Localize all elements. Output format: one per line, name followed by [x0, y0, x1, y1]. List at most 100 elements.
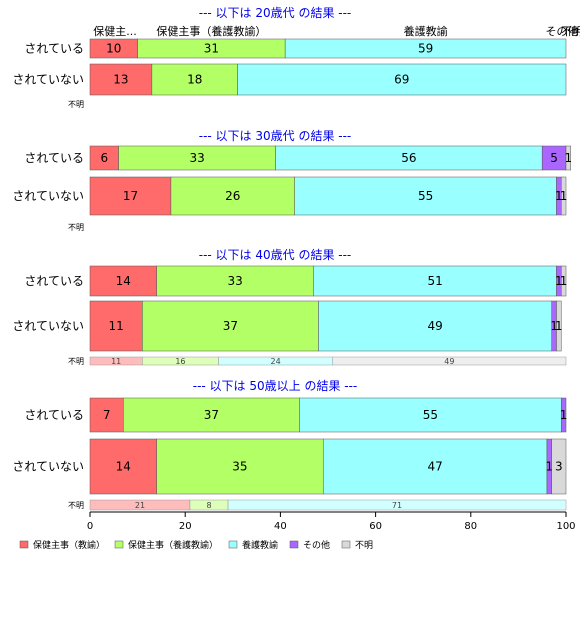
legend-label: 保健主事（養護教諭）: [128, 539, 218, 551]
data-label: 1: [546, 460, 554, 474]
bar-segment: [89, 397, 124, 433]
data-label: 21: [135, 501, 145, 510]
x-tick-label: 60: [369, 521, 382, 532]
header-label: その他: [546, 25, 579, 38]
legend-label: 保健主事（教諭）: [33, 539, 105, 551]
data-label: 49: [444, 357, 454, 366]
row-label-unknown: 不明: [68, 501, 84, 510]
data-label: 1: [560, 274, 568, 288]
data-label: 1: [555, 319, 563, 333]
bar-segment: [170, 176, 295, 216]
data-label: 11: [111, 357, 121, 366]
bar-segment: [156, 265, 314, 297]
x-tick-label: 20: [179, 521, 192, 532]
data-label: 7: [103, 408, 111, 422]
data-label: 26: [225, 189, 240, 203]
row-label: されている: [24, 42, 84, 56]
data-label: 18: [187, 73, 202, 87]
data-label: 14: [116, 274, 131, 288]
data-label: 31: [204, 42, 219, 56]
row-label: されている: [24, 151, 84, 165]
data-label: 1: [555, 274, 563, 288]
bar-segment: [318, 300, 552, 352]
bar-segment: [294, 176, 557, 216]
data-label: 3: [555, 460, 563, 474]
bar-segment: [123, 397, 300, 433]
data-label: 56: [401, 151, 416, 165]
header-label: 保健主事（養護教諭）: [156, 24, 266, 38]
legend-label: 不明: [355, 540, 373, 551]
bar-segment: [89, 265, 157, 297]
data-label: 35: [232, 460, 247, 474]
bar-segment-unknown: [332, 356, 567, 366]
data-label: 6: [100, 151, 108, 165]
data-label: 24: [271, 357, 281, 366]
row-label: されていない: [12, 319, 84, 333]
bar-segment: [89, 438, 157, 495]
data-label: 16: [175, 357, 185, 366]
data-label: 33: [228, 274, 243, 288]
data-label: 13: [113, 73, 128, 87]
legend-swatch: [289, 540, 299, 549]
bar-segment: [322, 438, 548, 495]
legend-label: 養護教諭: [242, 539, 278, 551]
data-label: 10: [106, 42, 121, 56]
row-label: されている: [24, 274, 84, 288]
x-tick-label: 40: [274, 521, 287, 532]
bar-segment: [89, 300, 143, 352]
bar-segment: [142, 300, 319, 352]
bar-segment: [151, 63, 238, 96]
bar-segment: [560, 265, 567, 297]
data-label: 17: [123, 189, 138, 203]
data-label: 51: [427, 274, 442, 288]
bar-segment: [560, 397, 567, 433]
data-label: 37: [204, 408, 219, 422]
bar-segment: [89, 145, 119, 171]
data-label: 69: [394, 73, 409, 87]
data-label: 14: [116, 460, 131, 474]
data-label: 11: [109, 319, 124, 333]
header-label: 養護教諭: [404, 24, 448, 38]
row-label: されている: [24, 408, 84, 422]
bar-segment: [284, 38, 567, 59]
bar-segment: [551, 438, 567, 495]
group-title: --- 以下は 20歳代 の結果 ---: [199, 6, 352, 20]
bar-segment: [565, 145, 572, 171]
data-label: 8: [206, 501, 211, 510]
bar-segment: [556, 300, 562, 352]
legend-label: その他: [303, 539, 330, 551]
bar-segment: [299, 397, 562, 433]
header-label: 保健主...: [93, 24, 137, 38]
bar-segment: [275, 145, 543, 171]
data-label: 1: [550, 319, 558, 333]
legend-swatch: [19, 540, 29, 549]
data-label: 37: [223, 319, 238, 333]
bar-segment: [237, 63, 567, 96]
group-title: --- 以下は 30歳代 の結果 ---: [199, 129, 352, 143]
data-label: 5: [550, 151, 558, 165]
row-label: されていない: [12, 73, 84, 87]
legend-swatch: [228, 540, 238, 549]
bar-segment-unknown: [227, 499, 567, 511]
data-label: 71: [392, 501, 402, 510]
row-label-unknown: 不明: [68, 357, 84, 366]
legend-swatch: [114, 540, 124, 549]
data-label: 55: [423, 408, 438, 422]
x-tick-label: 80: [464, 521, 477, 532]
header-label: 不明: [561, 25, 580, 38]
x-tick-label: 100: [556, 521, 575, 532]
row-label-unknown: 不明: [68, 100, 84, 109]
group-title: --- 以下は 50歳以上 の結果 ---: [193, 379, 358, 393]
bar-segment: [560, 176, 567, 216]
row-label: されていない: [12, 189, 84, 203]
bar-segment: [89, 63, 153, 96]
data-label: 47: [427, 460, 442, 474]
data-label: 49: [427, 319, 442, 333]
group-title: --- 以下は 40歳代 の結果 ---: [199, 248, 352, 262]
row-label: されていない: [12, 460, 84, 474]
bar-segment: [118, 145, 276, 171]
data-label: 55: [418, 189, 433, 203]
bar-segment: [156, 438, 324, 495]
data-label: 1: [555, 189, 563, 203]
